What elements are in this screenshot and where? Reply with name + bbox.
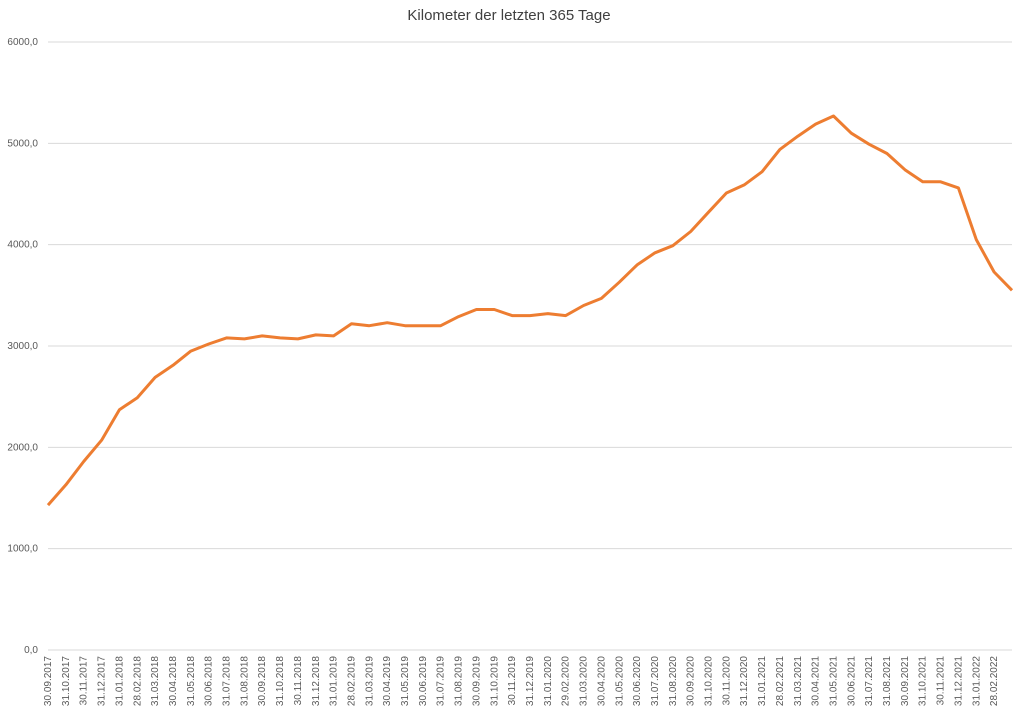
x-tick-label: 31.12.2018	[311, 656, 322, 706]
chart-title: Kilometer der letzten 365 Tage	[407, 7, 610, 24]
x-tick-label: 30.09.2021	[900, 656, 911, 706]
x-tick-label: 31.07.2021	[864, 656, 875, 706]
x-tick-label: 31.12.2017	[97, 656, 108, 706]
y-tick-label: 4000,0	[7, 240, 38, 251]
x-tick-label: 31.08.2019	[454, 656, 465, 706]
x-tick-label: 31.03.2019	[364, 656, 375, 706]
y-tick-label: 1000,0	[7, 544, 38, 555]
x-tick-label: 31.03.2018	[150, 656, 161, 706]
y-tick-label: 0,0	[24, 645, 38, 656]
x-tick-label: 28.02.2022	[989, 656, 1000, 706]
x-tick-label: 31.10.2019	[489, 656, 500, 706]
x-tick-label: 30.04.2020	[596, 656, 607, 706]
x-tick-label: 31.05.2021	[828, 656, 839, 706]
x-tick-label: 30.06.2020	[632, 656, 643, 706]
x-tick-label: 31.08.2018	[239, 656, 250, 706]
x-tick-label: 30.09.2017	[43, 656, 54, 706]
x-tick-label: 31.07.2019	[436, 656, 447, 706]
x-tick-label: 30.09.2020	[686, 656, 697, 706]
x-tick-label: 31.01.2022	[971, 656, 982, 706]
x-tick-label: 31.03.2021	[793, 656, 804, 706]
x-tick-label: 31.05.2018	[186, 656, 197, 706]
x-tick-label: 28.02.2018	[132, 656, 143, 706]
y-tick-label: 3000,0	[7, 341, 38, 352]
x-tick-label: 30.09.2018	[257, 656, 268, 706]
x-tick-label: 31.10.2018	[275, 656, 286, 706]
x-tick-label: 31.07.2020	[650, 656, 661, 706]
x-tick-label: 30.04.2019	[382, 656, 393, 706]
x-tick-label: 30.11.2018	[293, 656, 304, 706]
x-tick-label: 31.10.2017	[61, 656, 72, 706]
x-tick-label: 30.04.2021	[811, 656, 822, 706]
x-tick-label: 30.11.2021	[936, 656, 947, 706]
x-tick-label: 30.11.2017	[79, 656, 90, 706]
x-tick-label: 31.05.2020	[614, 656, 625, 706]
x-tick-label: 30.04.2018	[168, 656, 179, 706]
x-tick-label: 31.12.2019	[525, 656, 536, 706]
x-tick-label: 30.06.2019	[418, 656, 429, 706]
x-tick-label: 28.02.2021	[775, 656, 786, 706]
x-tick-label: 30.06.2021	[846, 656, 857, 706]
y-tick-label: 5000,0	[7, 138, 38, 149]
x-tick-label: 31.12.2020	[739, 656, 750, 706]
x-tick-label: 31.10.2020	[704, 656, 715, 706]
x-tick-label: 31.01.2018	[114, 656, 125, 706]
x-tick-label: 30.06.2018	[204, 656, 215, 706]
x-tick-label: 31.05.2019	[400, 656, 411, 706]
x-tick-label: 30.09.2019	[471, 656, 482, 706]
y-tick-label: 2000,0	[7, 442, 38, 453]
x-tick-label: 31.01.2020	[543, 656, 554, 706]
x-tick-label: 31.12.2021	[953, 656, 964, 706]
data-line	[46, 114, 1014, 507]
x-tick-label: 31.01.2021	[757, 656, 768, 706]
x-tick-label: 31.08.2020	[668, 656, 679, 706]
x-tick-label: 31.10.2021	[918, 656, 929, 706]
x-tick-label: 31.01.2019	[329, 656, 340, 706]
x-tick-label: 29.02.2020	[561, 656, 572, 706]
x-tick-label: 30.11.2020	[721, 656, 732, 706]
y-tick-label: 6000,0	[7, 37, 38, 48]
x-tick-label: 31.07.2018	[222, 656, 233, 706]
x-tick-label: 30.11.2019	[507, 656, 518, 706]
x-tick-label: 28.02.2019	[346, 656, 357, 706]
x-tick-label: 31.03.2020	[579, 656, 590, 706]
x-tick-label: 31.08.2021	[882, 656, 893, 706]
